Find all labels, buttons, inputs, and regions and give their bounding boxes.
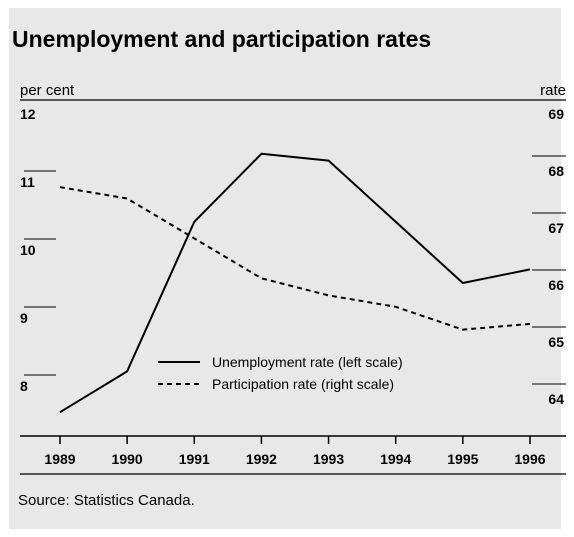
x-tick-label-1995: 1995 xyxy=(447,451,478,467)
legend: Unemployment rate (left scale) Participa… xyxy=(158,354,403,392)
left-tick-label-8: 8 xyxy=(20,378,28,394)
right-tick-label-64: 64 xyxy=(548,391,564,407)
legend-label-unemployment: Unemployment rate (left scale) xyxy=(212,354,403,370)
chart-panel xyxy=(9,8,561,529)
left-tick-label-9: 9 xyxy=(20,310,28,326)
left-tick-label-10: 10 xyxy=(20,242,36,258)
right-axis-label: rate xyxy=(540,82,566,99)
chart-title: Unemployment and participation rates xyxy=(12,26,432,52)
series-layer xyxy=(59,152,531,414)
right-tick-label-67: 67 xyxy=(548,220,564,236)
right-tick-label-65: 65 xyxy=(548,334,564,350)
x-tick-label-1989: 1989 xyxy=(44,451,75,467)
x-axis: 1989 1990 1991 1992 1993 1994 1995 1996 xyxy=(44,436,546,467)
x-tick-label-1990: 1990 xyxy=(112,451,143,467)
source-note: Source: Statistics Canada. xyxy=(18,492,195,509)
unemployment-rate-line xyxy=(59,152,531,414)
x-tick-label-1991: 1991 xyxy=(179,451,210,467)
x-tick-label-1996: 1996 xyxy=(514,451,545,467)
left-tick-label-11: 11 xyxy=(20,174,35,190)
left-axis-label: per cent xyxy=(20,82,75,99)
x-tick-label-1992: 1992 xyxy=(246,451,277,467)
participation-rate-line xyxy=(59,186,531,331)
right-tick-label-69: 69 xyxy=(548,106,564,122)
left-axis: 12 11 10 9 8 xyxy=(20,106,56,394)
left-tick-label-12: 12 xyxy=(20,106,36,122)
right-tick-label-66: 66 xyxy=(548,277,564,293)
x-tick-label-1993: 1993 xyxy=(313,451,344,467)
legend-label-participation: Participation rate (right scale) xyxy=(212,376,394,392)
right-tick-label-68: 68 xyxy=(548,163,564,179)
right-axis: 69 68 67 66 65 64 xyxy=(532,106,566,407)
x-tick-label-1994: 1994 xyxy=(380,451,411,467)
